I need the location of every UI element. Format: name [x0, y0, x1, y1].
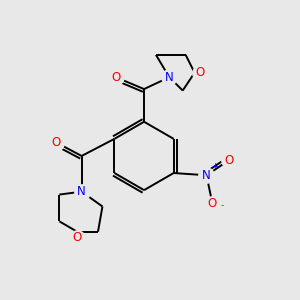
Text: N: N [165, 71, 174, 84]
Text: O: O [111, 71, 120, 84]
Text: O: O [52, 136, 61, 149]
Text: N: N [202, 169, 211, 182]
Text: O: O [208, 197, 217, 210]
Text: -: - [220, 201, 224, 210]
Text: O: O [224, 154, 233, 167]
Text: O: O [73, 231, 82, 244]
Text: +: + [211, 162, 218, 171]
Text: O: O [195, 66, 205, 79]
Text: N: N [77, 185, 86, 198]
